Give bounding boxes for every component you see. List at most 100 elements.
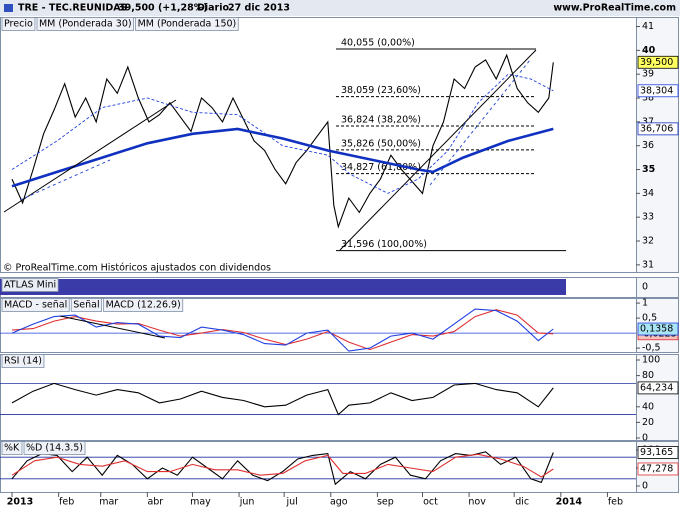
last-value-label: 93,165 bbox=[640, 447, 673, 458]
y-tick-label: 41 bbox=[642, 21, 654, 32]
last-value-box bbox=[637, 122, 679, 136]
last-value-box bbox=[637, 462, 679, 476]
axis-panel bbox=[636, 354, 679, 441]
atlas-band bbox=[0, 279, 566, 295]
panel bbox=[0, 17, 637, 273]
period: Diario bbox=[197, 3, 229, 14]
x-tick-label: may bbox=[190, 497, 211, 508]
last-value-box bbox=[637, 446, 679, 459]
series-line bbox=[11, 73, 554, 194]
fib-label: 34,827 (61,80%) bbox=[341, 162, 421, 173]
y-tick-label: 33 bbox=[642, 212, 654, 223]
legend-entry: Señal bbox=[73, 300, 99, 311]
series-line bbox=[11, 453, 554, 478]
legend-entry: %D (14.3.5) bbox=[26, 443, 83, 454]
indicator-value: 0 bbox=[642, 282, 648, 293]
legend-entry: MACD - señal bbox=[4, 300, 67, 311]
series-line bbox=[11, 382, 554, 416]
series-line bbox=[11, 127, 554, 188]
panel-title: ATLAS Mini bbox=[4, 280, 56, 291]
panel bbox=[0, 354, 637, 441]
x-tick-label: mar bbox=[99, 497, 118, 508]
legend-entry: MM (Ponderada 150) bbox=[138, 19, 237, 30]
y-tick-label: 0,5 bbox=[642, 313, 657, 324]
fib-label: 31,596 (100,00%) bbox=[341, 239, 427, 250]
y-tick-label: 38 bbox=[642, 93, 654, 104]
last-value-label: 38,304 bbox=[640, 85, 673, 96]
last-value-label: 39,500 bbox=[640, 57, 673, 68]
date: 27 dic 2013 bbox=[228, 3, 290, 14]
fib-label: 36,824 (38,20%) bbox=[341, 115, 421, 126]
y-tick-label: 39 bbox=[642, 69, 654, 80]
x-tick-label: feb bbox=[608, 497, 623, 508]
x-tick-label: nov bbox=[468, 497, 486, 508]
y-tick-label: 32 bbox=[642, 236, 654, 247]
fib-label: 38,059 (23,60%) bbox=[341, 85, 421, 96]
legend-entry: MACD (12.26.9) bbox=[106, 300, 181, 311]
y-tick-label: 40 bbox=[642, 45, 656, 56]
x-tick-label: jun bbox=[239, 497, 255, 508]
x-tick-label: ago bbox=[330, 497, 348, 508]
label-box bbox=[1, 17, 36, 31]
copyright: © ProRealTime.com Históricos ajustados c… bbox=[3, 263, 271, 274]
last-value-box bbox=[637, 381, 679, 395]
legend-entry: MM (Ponderada 30) bbox=[39, 19, 132, 30]
y-tick-label: 37 bbox=[642, 116, 654, 127]
x-tick-label: dic bbox=[515, 497, 529, 508]
y-tick-label: 0 bbox=[642, 432, 648, 443]
legend-entry: Precio bbox=[4, 19, 33, 30]
label-box bbox=[36, 17, 134, 31]
label-box bbox=[1, 298, 70, 312]
header-bar bbox=[0, 0, 680, 16]
fib-label: 40,055 (0,00%) bbox=[341, 38, 415, 49]
y-tick-label: -0,5 bbox=[642, 343, 661, 354]
y-tick-label: 35 bbox=[642, 164, 655, 175]
y-tick-label: 20 bbox=[642, 417, 654, 428]
trend-line bbox=[19, 159, 111, 201]
fib-label: 35,826 (50,00%) bbox=[341, 138, 421, 149]
trend-line bbox=[59, 315, 166, 339]
label-box bbox=[1, 441, 23, 455]
site: www.ProRealTime.com bbox=[553, 3, 676, 14]
label-box bbox=[135, 17, 239, 31]
symbol-icon bbox=[4, 4, 13, 12]
label-box bbox=[70, 298, 102, 312]
last-value-box bbox=[637, 55, 679, 69]
y-tick-label: 40 bbox=[642, 401, 654, 412]
x-tick-label: sep bbox=[377, 497, 394, 508]
x-tick-label: 2013 bbox=[7, 497, 33, 508]
trend-line bbox=[3, 99, 177, 213]
x-tick-label: feb bbox=[59, 497, 74, 508]
trend-line bbox=[429, 59, 531, 186]
quote: 39,500 (+1,28%) bbox=[118, 3, 208, 14]
trend-line bbox=[339, 49, 537, 251]
y-tick-label: 36 bbox=[642, 140, 654, 151]
legend-entry: %K bbox=[4, 443, 20, 454]
x-tick-label: oct bbox=[423, 497, 438, 508]
x-tick-label: jul bbox=[286, 497, 298, 508]
y-tick-label: 0 bbox=[642, 480, 648, 491]
last-value-box bbox=[637, 322, 679, 336]
y-tick-label: 31 bbox=[642, 259, 654, 270]
last-value-label: 47,278 bbox=[640, 463, 673, 474]
legend-entry: RSI (14) bbox=[4, 356, 42, 367]
last-value-label: 64,234 bbox=[640, 382, 673, 393]
y-tick-label: 1 bbox=[642, 298, 648, 309]
symbol: TRE - TEC.REUNIDAS bbox=[18, 3, 128, 14]
label-box bbox=[1, 278, 59, 292]
axis-panel bbox=[636, 277, 679, 298]
x-tick-label: 2014 bbox=[556, 497, 583, 508]
last-value-label: 36,706 bbox=[640, 123, 673, 134]
panel bbox=[0, 441, 637, 493]
label-box bbox=[1, 354, 45, 368]
last-value-box bbox=[637, 84, 679, 98]
y-tick-label: 34 bbox=[642, 188, 654, 199]
panels: 31 32 33 34 35 36 37 38 39 40 41 40,055 (0,00%) 38,0… bbox=[0, 17, 679, 508]
label-box bbox=[23, 441, 86, 455]
y-tick-label: 80 bbox=[642, 370, 654, 381]
series-line bbox=[11, 53, 554, 229]
last-value-label: 0,1358 bbox=[640, 324, 673, 335]
x-tick-label: abr bbox=[147, 497, 163, 508]
label-box bbox=[103, 298, 184, 312]
